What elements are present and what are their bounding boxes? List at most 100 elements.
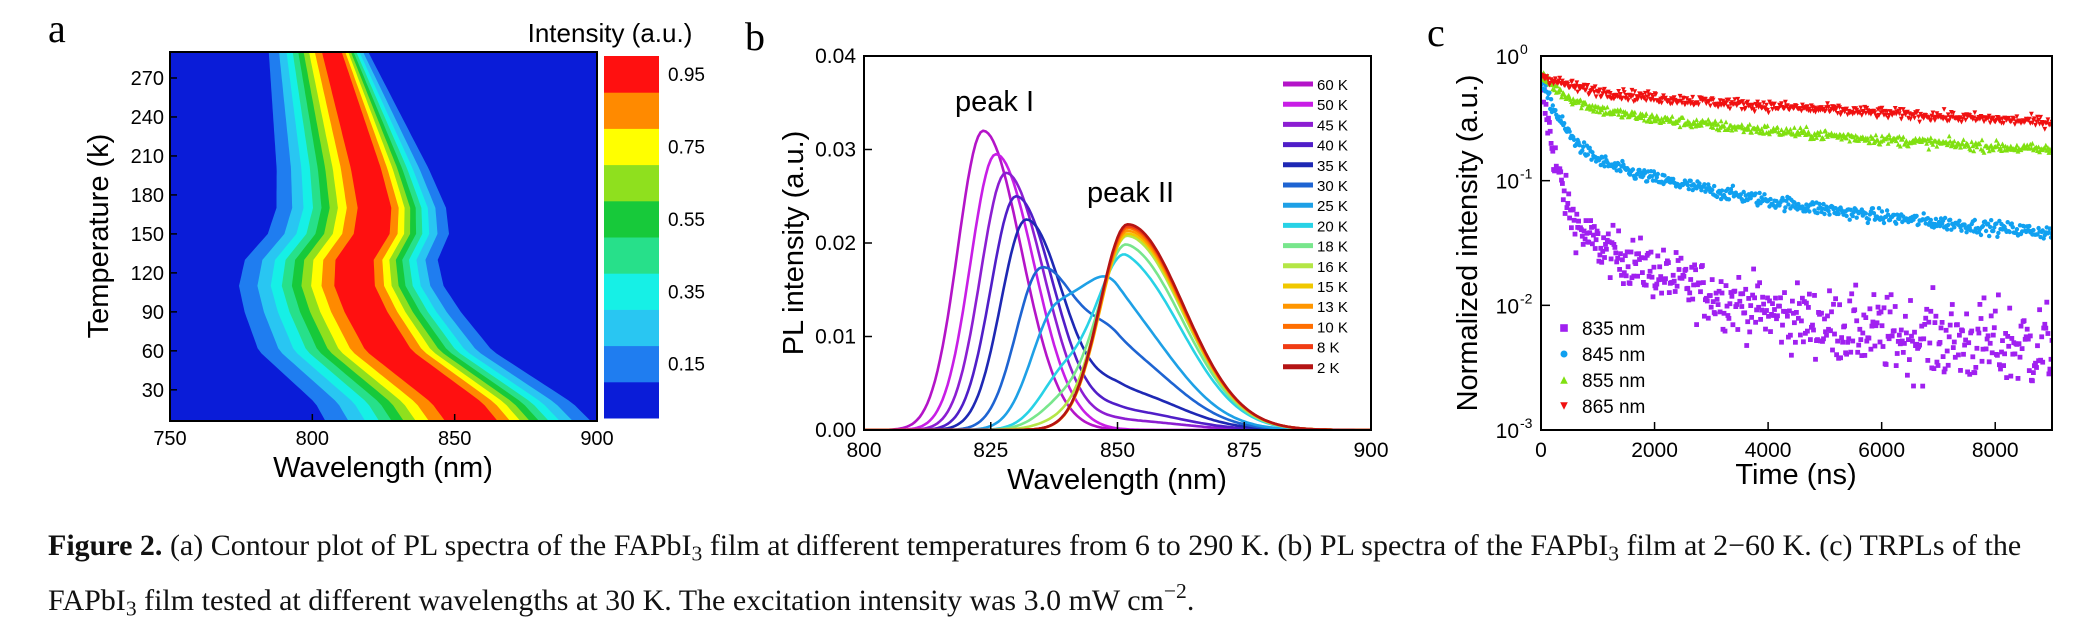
decay-point [1917, 119, 1922, 125]
decay-point [1944, 348, 1950, 354]
decay-point [1854, 215, 1859, 220]
decay-point [1615, 255, 1621, 261]
decay-point [1857, 326, 1863, 332]
peak-2-annotation: peak II [1087, 177, 1174, 209]
decay-point [1934, 143, 1940, 149]
decay-point [1990, 147, 1996, 153]
heatmap-x-tick-label: 800 [296, 428, 329, 450]
decay-point [1583, 87, 1589, 93]
decay-point [1610, 222, 1616, 228]
decay-point [1799, 318, 1804, 324]
decay-point [1976, 330, 1982, 336]
decay-point [1911, 113, 1916, 118]
decay-point [1650, 294, 1656, 300]
decay-point [1602, 164, 1607, 169]
decay-point [1834, 105, 1839, 111]
decay-series-865nm [1541, 72, 2052, 132]
decay-point [1945, 227, 1950, 232]
decay-point [1916, 222, 1921, 227]
decay-point [1909, 333, 1914, 339]
decay-y-tick-base: 10 [1496, 295, 1519, 318]
decay-point [1914, 213, 1919, 219]
decay-point [1643, 282, 1649, 288]
decay-point [1719, 290, 1725, 296]
decay-point [2024, 326, 2030, 332]
decay-point [1906, 143, 1911, 149]
decay-y-tick-base: 10 [1496, 171, 1519, 194]
decay-point [1603, 242, 1608, 247]
legend-label: 60 K [1317, 77, 1348, 94]
decay-point [1847, 138, 1853, 144]
decay-point [1755, 99, 1760, 105]
decay-point [1833, 296, 1838, 302]
decay-point [1924, 306, 1930, 312]
decay-point [2029, 145, 2034, 151]
decay-point [1939, 320, 1945, 325]
decay-point [2013, 145, 2019, 151]
decay-point [1969, 139, 1975, 145]
decay-point [2029, 111, 2034, 117]
decay-point [1782, 105, 1787, 111]
decay-point [1647, 268, 1653, 274]
decay-point [1730, 322, 1736, 328]
decay-point [1743, 105, 1749, 111]
heatmap-y-tick-label: 210 [131, 146, 164, 168]
decay-point [1723, 101, 1729, 106]
decay-point [1849, 291, 1855, 297]
decay-point [1607, 91, 1613, 96]
decay-point [1636, 94, 1641, 100]
decay-y-tick-base: 10 [1496, 420, 1519, 443]
decay-point [1750, 102, 1755, 108]
decay-point [1616, 228, 1621, 234]
decay-point [1721, 123, 1727, 128]
caption-label: Figure 2. [48, 529, 163, 562]
decay-point [1854, 318, 1860, 324]
spectra-x-tick-label: 875 [1227, 439, 1262, 462]
panel-a-label: a [48, 6, 66, 51]
decay-point [1581, 140, 1587, 145]
decay-point [1898, 327, 1904, 333]
decay-point [1990, 115, 1996, 121]
decay-point [1772, 101, 1777, 107]
decay-point [1967, 371, 1973, 377]
decay-point [1701, 280, 1706, 285]
decay-point [1823, 128, 1828, 133]
decay-point [1620, 257, 1625, 263]
decay-point [1870, 206, 1876, 211]
decay-point [1669, 101, 1675, 106]
decay-point [2046, 371, 2052, 377]
heatmap-y-tick-label: 270 [131, 68, 164, 90]
decay-point [1979, 137, 1985, 143]
decay-point [1792, 125, 1797, 130]
decay-point [1889, 333, 1895, 339]
decay-point [1570, 96, 1576, 102]
decay-point [1579, 105, 1584, 111]
legend-label: 13 K [1317, 299, 1348, 316]
decay-point [1826, 208, 1831, 214]
decay-point [1563, 172, 1569, 178]
decay-point [1566, 191, 1572, 197]
decay-point [1770, 301, 1775, 306]
decay-point [1844, 135, 1849, 141]
caption-sub-1: 3 [691, 541, 703, 566]
decay-point [1662, 280, 1667, 285]
decay-point [1792, 320, 1797, 326]
decay-point [1757, 190, 1762, 196]
decay-point [1676, 267, 1682, 272]
decay-point [2021, 142, 2027, 148]
decay-point [2035, 343, 2040, 349]
decay-x-ticks: 0 2000 4000 6000 8000 [1535, 422, 2019, 462]
decay-series-855nm [1541, 70, 2052, 155]
decay-point [1728, 187, 1734, 192]
decay-point [1761, 100, 1766, 106]
decay-point [1961, 137, 1966, 142]
decay-point [1928, 217, 1934, 223]
decay-point [1926, 146, 1932, 152]
decay-point [1565, 81, 1571, 87]
decay-point [1839, 335, 1844, 340]
decay-point [1602, 86, 1607, 92]
decay-point [1590, 241, 1595, 247]
decay-point [1694, 322, 1699, 327]
decay-point [1788, 332, 1793, 338]
decay-point [1630, 237, 1636, 243]
